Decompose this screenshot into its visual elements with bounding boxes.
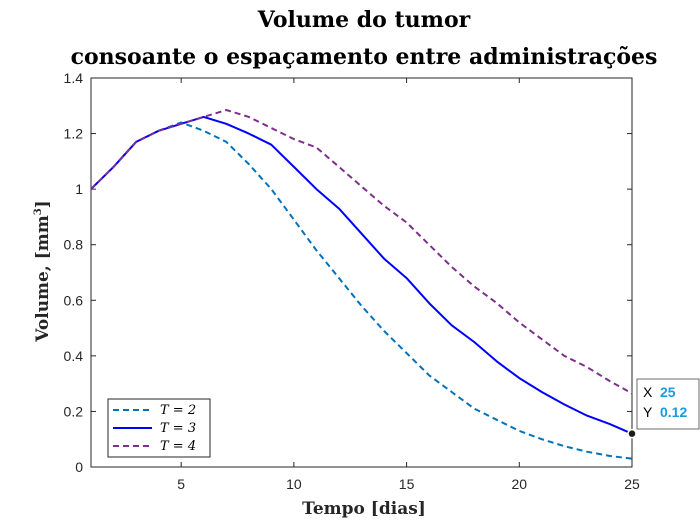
x-tick-label: 5 [177, 476, 185, 492]
y-axis: 0 0.2 0.4 0.6 0.8 1 1.2 1.4 [64, 70, 632, 475]
y-tick-label: 1.2 [64, 126, 84, 142]
series-lines [90, 109, 633, 460]
y-axis-label-text: Volume, [mm [33, 215, 53, 342]
y-tick-label: 0.8 [64, 237, 84, 253]
x-tick-label: 15 [399, 476, 415, 492]
x-axis-label: Tempo [dias] [302, 499, 426, 519]
datatip-y-value: 0.12 [660, 404, 687, 420]
series-line-t4[interactable] [90, 109, 633, 395]
y-axis-label-superscript: 3 [33, 208, 44, 215]
legend[interactable]: T = 2 T = 3 T = 4 [107, 398, 211, 458]
datatip-x-label: X [643, 384, 653, 400]
y-tick-label: 0 [75, 459, 83, 475]
x-tick-label: 20 [512, 476, 528, 492]
datatip-box [636, 378, 700, 430]
chart-title-line-1: Volume do tumor [257, 7, 471, 33]
legend-label-t4: T = 4 [160, 439, 196, 454]
legend-label-t2: T = 2 [160, 403, 196, 418]
y-tick-label: 0.4 [64, 348, 84, 364]
datatip-x-value: 25 [660, 384, 676, 400]
y-axis-label-end: ] [33, 200, 53, 208]
x-tick-label: 25 [624, 476, 640, 492]
x-tick-label: 10 [286, 476, 302, 492]
datatip[interactable]: X 25 Y 0.12 [627, 378, 700, 439]
chart-title-line-2: consoante o espaçamento entre administra… [71, 44, 658, 70]
y-axis-label: Volume, [mm3] [33, 200, 53, 342]
y-tick-label: 0.2 [64, 403, 84, 419]
y-tick-label: 1.4 [64, 70, 84, 86]
y-tick-label: 1 [75, 181, 83, 197]
legend-label-t3: T = 3 [160, 421, 196, 436]
y-tick-label: 0.6 [64, 292, 84, 308]
datatip-marker[interactable] [627, 428, 637, 439]
datatip-y-label: Y [643, 404, 653, 420]
series-line-t2[interactable] [90, 121, 633, 460]
x-axis: 5 10 15 20 25 [177, 78, 640, 492]
